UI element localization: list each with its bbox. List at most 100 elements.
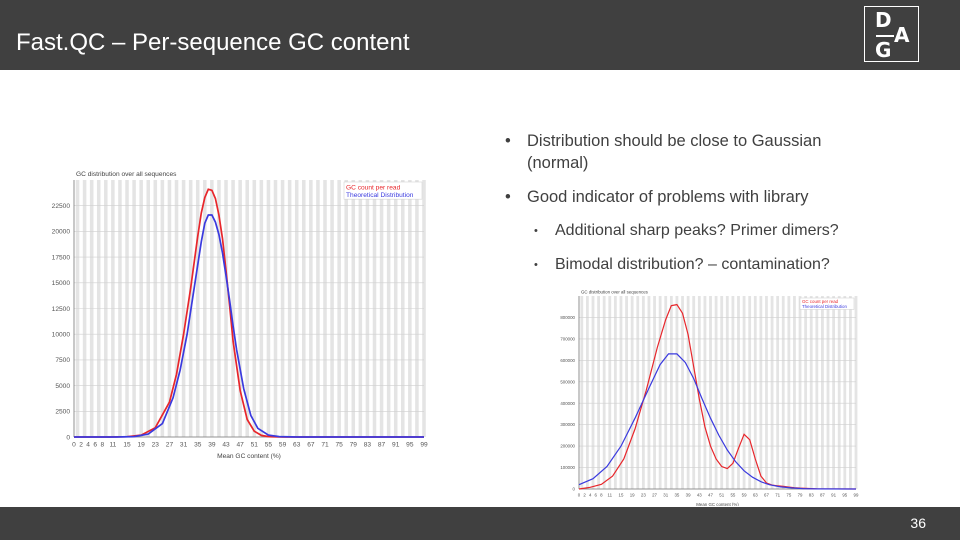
x-tick-label: 55 xyxy=(730,492,735,497)
grid-band xyxy=(630,296,634,489)
legend xyxy=(799,297,855,310)
x-tick-label: 95 xyxy=(406,442,414,449)
y-tick-label: 0 xyxy=(573,487,576,492)
x-tick-label: 15 xyxy=(619,492,624,497)
grid-band xyxy=(753,296,757,489)
x-tick-label: 95 xyxy=(842,492,847,497)
grid-band xyxy=(585,296,589,489)
x-tick-label: 79 xyxy=(798,492,803,497)
grid-band xyxy=(787,296,791,489)
x-tick-label: 0 xyxy=(72,442,76,449)
grid-band xyxy=(658,296,662,489)
legend-entry: GC count per read xyxy=(346,184,401,191)
grid-band xyxy=(821,296,824,489)
x-tick-label: 31 xyxy=(180,442,188,449)
y-tick-label: 600000 xyxy=(560,358,575,363)
grid-band xyxy=(653,296,656,489)
grid-band xyxy=(580,296,584,489)
legend xyxy=(343,181,423,200)
grid-band xyxy=(602,296,606,489)
x-tick-label: 83 xyxy=(364,442,372,449)
x-tick-label: 87 xyxy=(820,492,825,497)
series-theoretical-line xyxy=(74,214,424,438)
x-tick-label: 67 xyxy=(764,492,769,497)
x-tick-label: 51 xyxy=(251,442,259,449)
logo-letter-d: D xyxy=(875,8,892,32)
x-tick-label: 71 xyxy=(775,492,780,497)
slide-header: Fast.QC – Per-sequence GC content D A G xyxy=(0,0,960,70)
grid-band xyxy=(725,296,729,489)
x-tick-label: 31 xyxy=(663,492,668,497)
grid-band xyxy=(709,296,712,489)
y-tick-label: 17500 xyxy=(52,254,71,261)
grid-band xyxy=(597,296,600,489)
logo-letter-a: A xyxy=(894,23,910,47)
x-tick-label: 23 xyxy=(641,492,646,497)
grid-band xyxy=(686,296,690,489)
x-tick-label: 75 xyxy=(335,442,343,449)
bullet-gaussian: Distribution should be close to Gaussian… xyxy=(505,130,885,174)
y-tick-label: 0 xyxy=(66,434,70,441)
grid-band xyxy=(714,296,718,489)
y-tick-label: 7500 xyxy=(55,357,70,364)
grid-band xyxy=(849,296,852,489)
y-tick-label: 400000 xyxy=(560,401,575,406)
x-tick-label: 4 xyxy=(86,442,90,449)
x-tick-label: 47 xyxy=(708,492,713,497)
x-tick-label: 27 xyxy=(166,442,174,449)
grid-band xyxy=(675,296,679,489)
dag-logo: D A G xyxy=(864,6,919,62)
grid-band xyxy=(765,296,768,489)
x-tick-label: 2 xyxy=(583,492,586,497)
legend-entry: Theoretical Distribution xyxy=(802,304,847,309)
grid-band xyxy=(770,296,774,489)
x-tick-label: 63 xyxy=(293,442,301,449)
x-tick-label: 11 xyxy=(607,492,612,497)
grid-band xyxy=(815,296,819,489)
x-tick-label: 91 xyxy=(392,442,400,449)
y-tick-label: 700000 xyxy=(560,336,575,341)
x-tick-label: 99 xyxy=(420,442,428,449)
grid-band xyxy=(737,296,740,489)
grid-band xyxy=(804,296,808,489)
chart-title: GC distribution over all sequences xyxy=(581,289,649,294)
y-tick-label: 20000 xyxy=(52,229,71,236)
y-tick-label: 200000 xyxy=(560,444,575,449)
x-axis-label: Mean GC content (%) xyxy=(217,453,281,460)
x-tick-label: 2 xyxy=(79,442,83,449)
x-tick-label: 19 xyxy=(630,492,635,497)
grid-band xyxy=(854,296,858,489)
grid-band xyxy=(793,296,796,489)
x-tick-label: 8 xyxy=(100,442,104,449)
x-tick-label: 35 xyxy=(194,442,202,449)
slide-title: Fast.QC – Per-sequence GC content xyxy=(16,29,410,56)
grid-band xyxy=(798,296,802,489)
x-tick-label: 91 xyxy=(831,492,836,497)
grid-band xyxy=(832,296,836,489)
x-tick-label: 59 xyxy=(279,442,287,449)
series-gc-count-line xyxy=(74,188,424,438)
grid-band xyxy=(613,296,617,489)
x-tick-label: 43 xyxy=(222,442,230,449)
x-tick-label: 83 xyxy=(809,492,814,497)
legend-entry: Theoretical Distribution xyxy=(346,192,414,199)
x-tick-label: 71 xyxy=(321,442,329,449)
x-tick-label: 55 xyxy=(265,442,273,449)
y-tick-label: 500000 xyxy=(560,379,575,384)
y-tick-label: 300000 xyxy=(560,422,575,427)
grid-band xyxy=(742,296,746,489)
x-tick-label: 63 xyxy=(753,492,758,497)
grid-band xyxy=(759,296,763,489)
logo-divider xyxy=(876,35,894,37)
grid-band xyxy=(641,296,645,489)
grid-band xyxy=(625,296,628,489)
grid-band xyxy=(669,296,673,489)
x-tick-label: 39 xyxy=(208,442,216,449)
bullet-contamination: Bimodal distribution? – contamination? xyxy=(505,254,885,276)
x-tick-label: 27 xyxy=(652,492,657,497)
series-theoretical-line xyxy=(578,353,857,490)
y-tick-label: 22500 xyxy=(52,203,71,210)
grid-band xyxy=(664,296,668,489)
x-tick-label: 59 xyxy=(742,492,747,497)
x-tick-label: 75 xyxy=(786,492,791,497)
